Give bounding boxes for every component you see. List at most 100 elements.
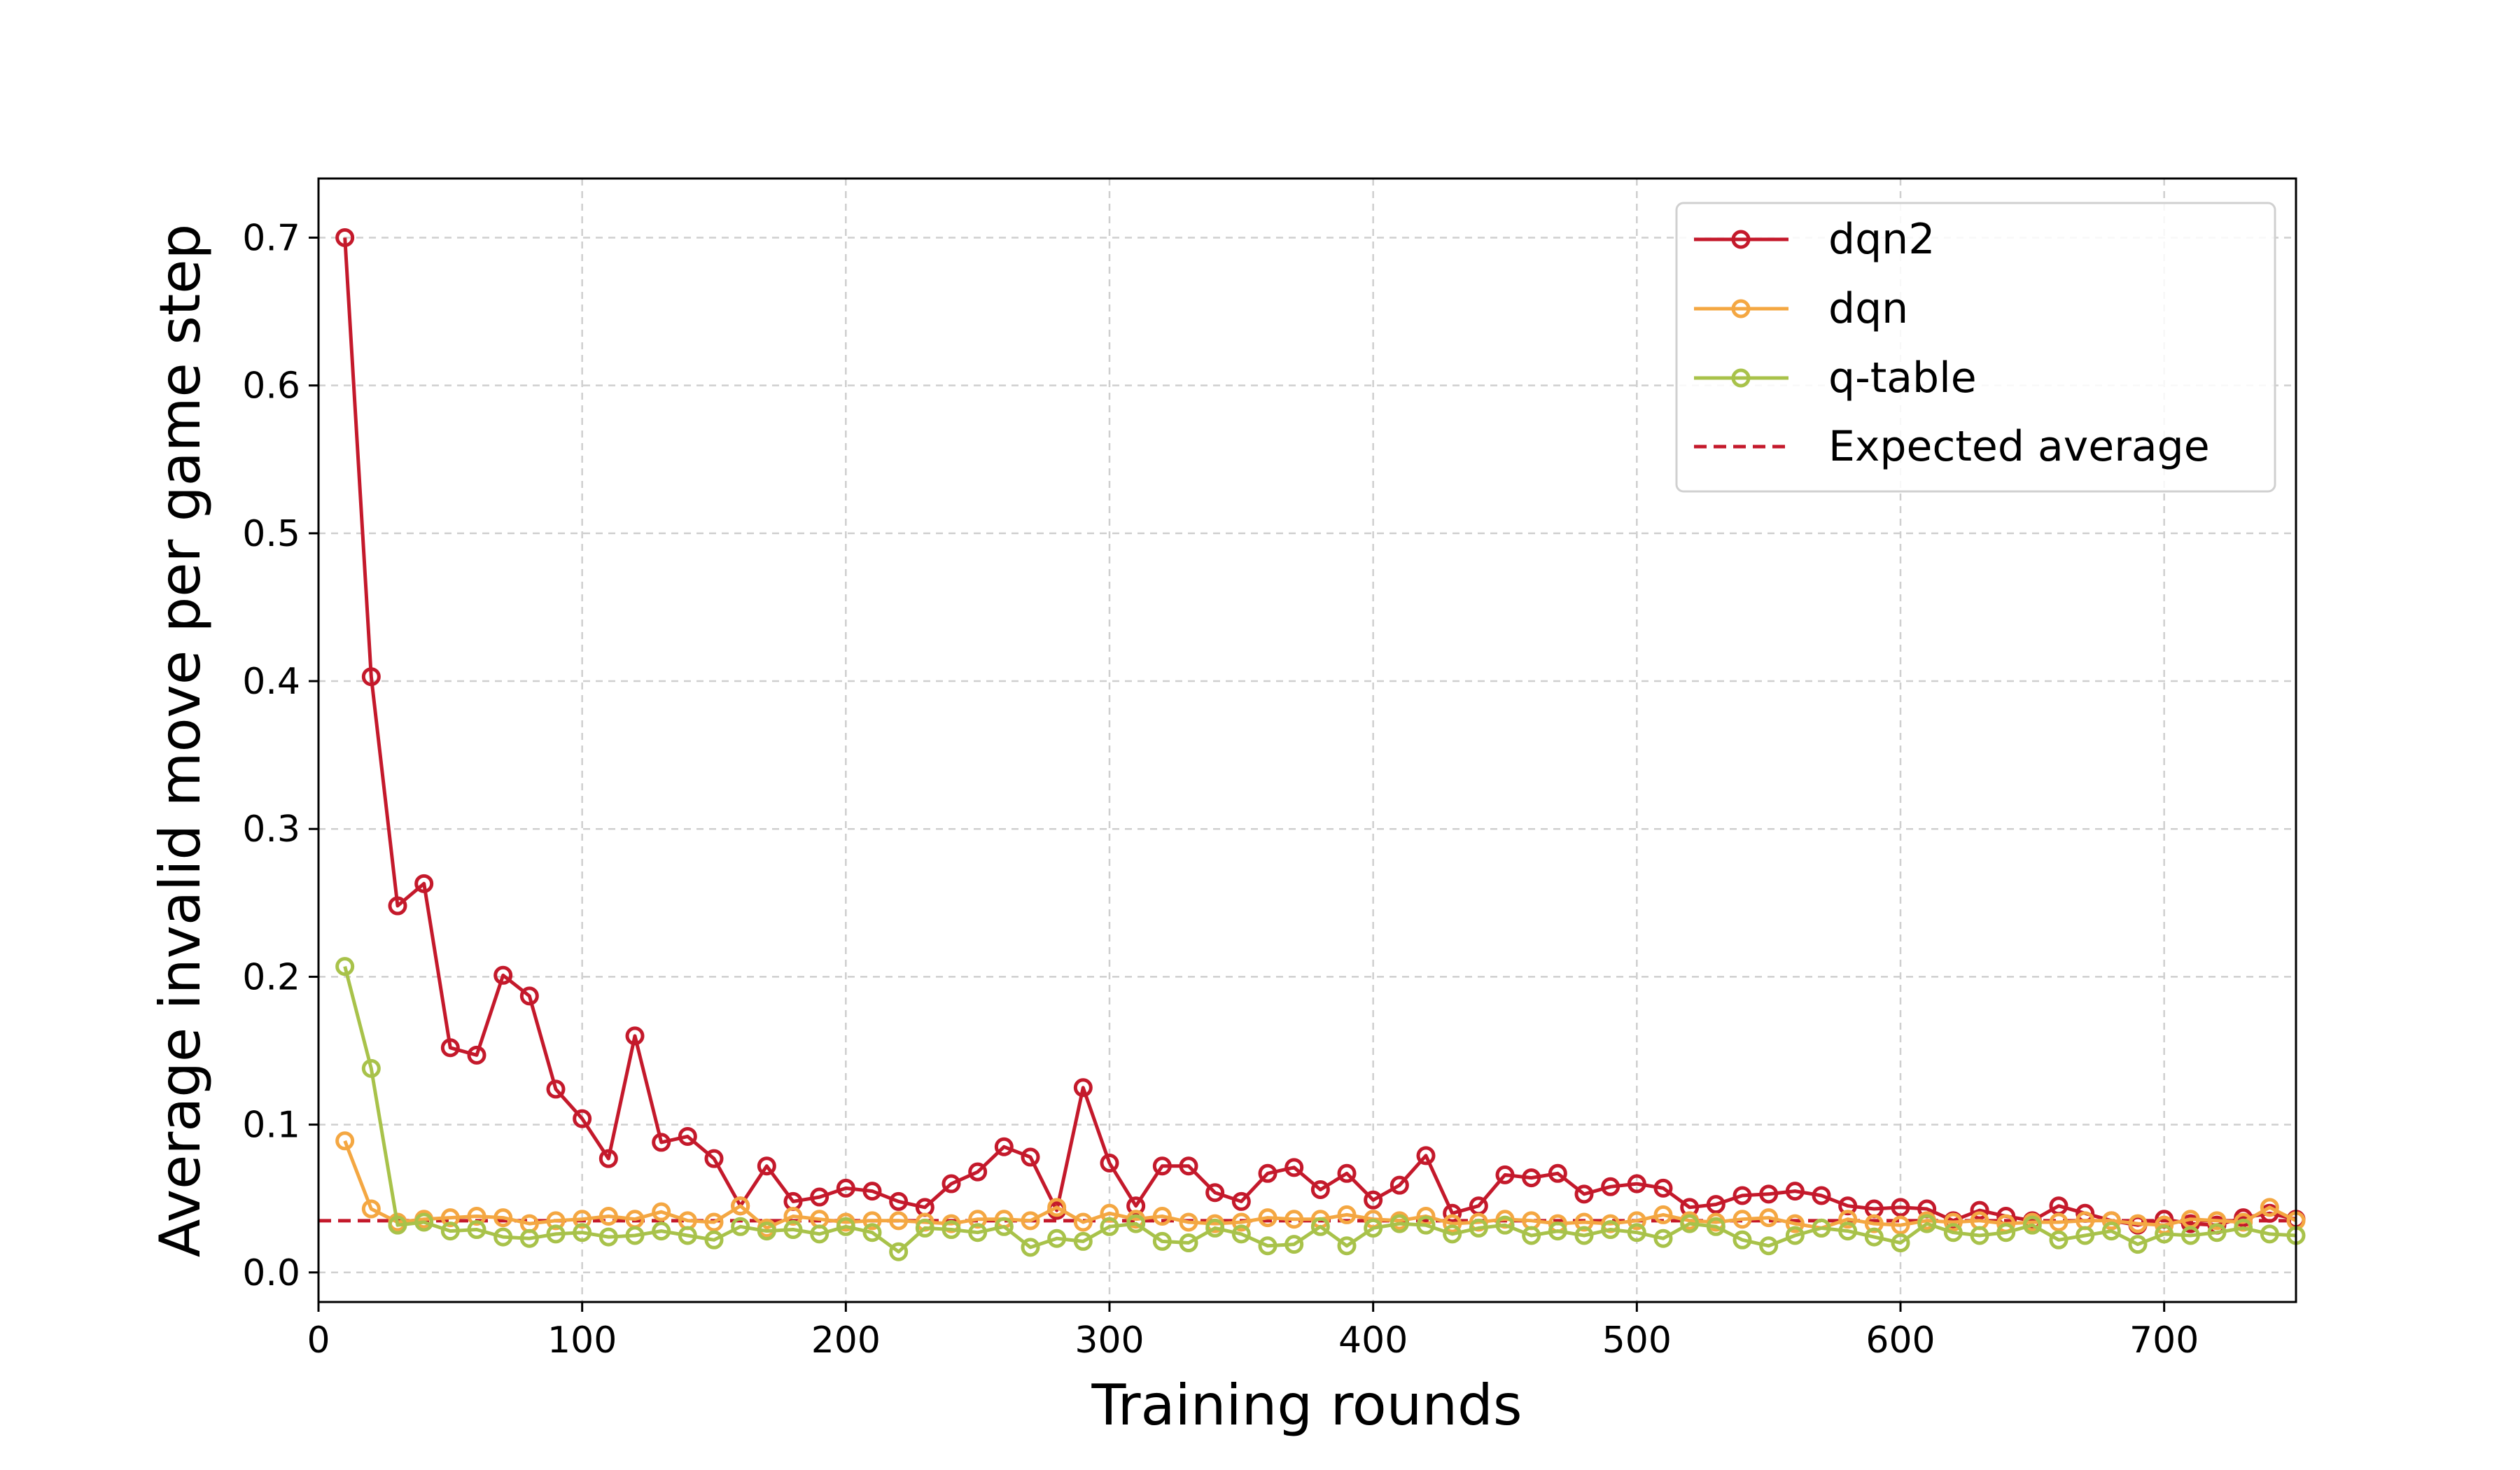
series-q-table (335, 957, 2306, 1261)
data-point-q-table (361, 1058, 381, 1078)
data-point-q-table (1574, 1226, 1594, 1245)
data-point-dqn (467, 1207, 486, 1226)
legend-marker-dqn2 (1731, 230, 1751, 249)
data-point-dqn2 (1416, 1146, 1436, 1166)
data-point-q-table (652, 1222, 671, 1241)
data-point-q-table (810, 1224, 830, 1244)
data-point-dqn (1258, 1208, 1278, 1228)
data-point-dqn2 (1258, 1163, 1278, 1183)
data-point-dqn (1891, 1215, 1910, 1235)
data-point-q-table (440, 1222, 460, 1241)
data-point-q-table (1258, 1236, 1278, 1256)
legend-box (1675, 202, 2276, 493)
data-point-dqn2 (1100, 1153, 1119, 1172)
data-point-dqn2 (994, 1137, 1014, 1156)
data-point-q-table (1469, 1218, 1488, 1238)
data-point-dqn2 (889, 1191, 909, 1211)
data-point-q-table (1653, 1228, 1673, 1248)
legend-item-expected-average: Expected average (1694, 422, 2210, 471)
data-point-dqn (440, 1208, 460, 1228)
data-point-q-table (889, 1242, 909, 1261)
data-point-dqn (1574, 1212, 1594, 1232)
data-point-q-table (1443, 1224, 1462, 1244)
data-point-dqn2 (1152, 1156, 1172, 1176)
y-tick-label: 0.2 (242, 956, 300, 998)
data-point-dqn (1469, 1212, 1488, 1232)
legend-label-dqn: dqn (1828, 284, 1908, 333)
axis-ticks: 0 100 200 300 400 500 600 700 0.0 0.1 0.2 0.3 0.4 0.5… (242, 217, 2199, 1362)
data-point-dqn2 (467, 1045, 486, 1065)
data-point-q-table (678, 1226, 697, 1245)
data-point-dqn2 (1812, 1186, 1831, 1205)
data-point-q-table (1495, 1215, 1515, 1235)
data-point-dqn2 (1838, 1196, 1858, 1216)
data-point-q-table (1126, 1214, 1146, 1233)
data-point-dqn2 (1732, 1186, 1752, 1205)
data-point-dqn2 (1310, 1180, 1330, 1199)
data-point-dqn (731, 1196, 750, 1216)
data-point-q-table (1364, 1218, 1383, 1238)
data-point-dqn (1231, 1212, 1251, 1232)
data-point-dqn2 (388, 896, 407, 916)
data-point-dqn (335, 1131, 355, 1151)
legend-label-expected-average: Expected average (1828, 422, 2210, 471)
data-point-dqn2 (625, 1026, 645, 1046)
data-point-q-table (862, 1223, 882, 1242)
data-point-dqn (2234, 1212, 2253, 1232)
data-point-q-table (1706, 1217, 1726, 1236)
data-point-dqn (573, 1210, 592, 1229)
data-point-q-table (1680, 1214, 1700, 1233)
data-point-q-table (2207, 1223, 2227, 1242)
data-point-dqn (2128, 1214, 2148, 1233)
data-point-q-table (2260, 1224, 2279, 1244)
legend: dqn2 dqn q-table Expected average (1675, 202, 2276, 493)
data-point-dqn (2207, 1211, 2227, 1231)
data-point-q-table (598, 1227, 618, 1247)
data-point-dqn2 (704, 1149, 724, 1168)
data-point-q-table (2234, 1218, 2253, 1238)
data-point-q-table (731, 1217, 750, 1236)
x-tick-label: 200 (811, 1320, 881, 1362)
data-point-q-table (704, 1230, 724, 1250)
data-point-dqn (598, 1207, 618, 1226)
data-point-dqn2 (1073, 1078, 1093, 1098)
data-point-dqn2 (1627, 1174, 1646, 1194)
data-point-dqn2 (1443, 1203, 1462, 1223)
data-point-dqn (361, 1199, 381, 1219)
data-point-q-table (1943, 1223, 1963, 1242)
x-tick-label: 600 (1865, 1320, 1935, 1362)
data-point-dqn2 (361, 667, 381, 687)
legend-label-q-table: q-table (1828, 354, 1977, 402)
data-point-q-table (1812, 1218, 1831, 1238)
data-point-q-table (941, 1220, 961, 1240)
data-point-q-table (836, 1217, 855, 1236)
x-tick-label: 400 (1338, 1320, 1408, 1362)
data-point-q-table (757, 1222, 776, 1241)
data-point-q-table (2128, 1235, 2148, 1254)
data-point-dqn (2049, 1212, 2068, 1232)
data-point-q-table (1073, 1231, 1093, 1251)
data-point-q-table (573, 1223, 592, 1242)
data-point-q-table (2180, 1226, 2200, 1245)
data-point-q-table (1179, 1233, 1198, 1253)
data-point-q-table (1390, 1214, 1409, 1233)
data-point-q-table (1522, 1226, 1541, 1245)
data-point-dqn (1443, 1214, 1462, 1233)
data-point-dqn2 (440, 1038, 460, 1058)
series-layer (335, 227, 2306, 1261)
data-point-dqn (1021, 1211, 1040, 1231)
data-point-q-table (1152, 1231, 1172, 1251)
data-point-dqn2 (1706, 1195, 1726, 1214)
y-tick-label: 0.7 (242, 217, 300, 259)
data-point-dqn (1179, 1212, 1198, 1232)
data-point-dqn2 (1653, 1178, 1673, 1198)
data-point-q-table (1100, 1217, 1119, 1236)
legend-item-q-table: q-table (1694, 354, 1977, 402)
data-point-q-table (519, 1228, 539, 1248)
data-point-q-table (1785, 1226, 1805, 1245)
data-point-dqn2 (862, 1182, 882, 1201)
data-point-dqn (652, 1202, 671, 1222)
data-point-q-table (1047, 1228, 1067, 1248)
y-tick-label: 0.6 (242, 365, 300, 407)
data-point-dqn2 (1179, 1156, 1198, 1176)
